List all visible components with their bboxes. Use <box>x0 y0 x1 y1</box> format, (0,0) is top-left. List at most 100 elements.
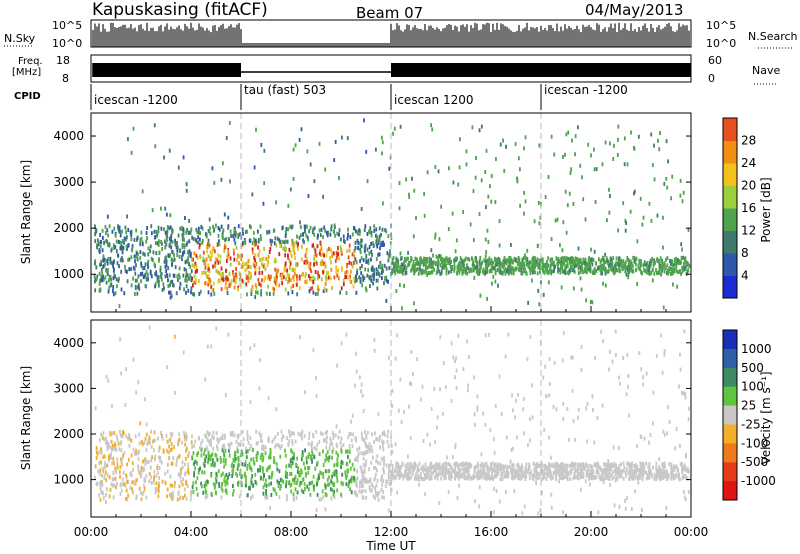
rti-cell <box>316 492 319 497</box>
rti-cell <box>351 264 354 269</box>
rti-cell <box>506 471 509 476</box>
cpid-label-2: icescan 1200 <box>394 93 473 107</box>
rti-cell <box>287 442 290 447</box>
rti-cell <box>281 272 284 277</box>
rti-cell <box>531 257 534 262</box>
rti-cell <box>508 256 511 261</box>
rti-cell <box>107 442 110 447</box>
rti-cell <box>121 250 124 255</box>
rti-cell <box>625 266 628 271</box>
rti-cell <box>391 449 394 454</box>
rti-cell <box>548 464 551 469</box>
rti-cell <box>167 284 170 289</box>
rti-cell <box>688 406 690 411</box>
rti-cell <box>120 457 122 462</box>
rti-cell <box>348 459 351 464</box>
rti-cell <box>688 264 691 269</box>
rti-cell <box>481 260 484 265</box>
rti-cell <box>483 271 485 276</box>
rti-cell <box>152 250 155 255</box>
rti-cell <box>683 463 686 468</box>
rti-cell <box>599 466 602 471</box>
rti-cell <box>168 226 171 231</box>
rti-cell <box>133 291 136 296</box>
rti-cell <box>489 260 492 265</box>
rti-cell <box>104 463 107 468</box>
rti-cell <box>114 233 117 238</box>
rti-cell <box>537 288 540 293</box>
rti-cell <box>157 494 160 499</box>
rti-cell <box>107 256 110 261</box>
rti-cell <box>356 447 359 452</box>
rti-cell <box>626 268 629 273</box>
rti-cell <box>615 353 617 358</box>
rti-cell <box>325 453 328 458</box>
rti-cell <box>381 227 384 232</box>
rti-cell <box>673 267 675 272</box>
rti-cell <box>178 266 181 271</box>
rti-cell <box>267 259 270 264</box>
rti-cell <box>479 293 482 298</box>
rti-cell <box>116 284 118 289</box>
rti-cell <box>135 254 138 259</box>
rti-cell <box>472 261 475 266</box>
rti-cell <box>214 257 217 262</box>
rti-cell <box>485 473 488 478</box>
rti-cell <box>441 472 444 477</box>
rti-cell <box>520 265 523 270</box>
rti-cell <box>186 250 189 255</box>
rti-cell <box>552 269 555 274</box>
rti-cell <box>246 292 248 297</box>
rti-cell <box>477 271 479 276</box>
rti-cell <box>212 264 214 269</box>
rti-cell <box>288 277 291 282</box>
rti-cell <box>260 292 262 297</box>
rti-cell <box>605 465 607 470</box>
rti-cell <box>262 477 265 482</box>
rti-cell <box>559 471 561 476</box>
rti-cell <box>388 468 391 473</box>
rti-cell <box>643 465 646 470</box>
rti-cell <box>104 275 107 280</box>
rti-cell <box>274 257 277 262</box>
rti-cell <box>296 469 299 474</box>
rti-cell <box>687 268 690 273</box>
rti-cell <box>94 232 97 237</box>
rti-cell <box>460 266 462 271</box>
rti-cell <box>107 378 110 383</box>
rti-cell <box>249 435 252 440</box>
rti-cell <box>321 489 324 494</box>
rti-cell <box>122 453 125 458</box>
rti-cell <box>144 284 147 289</box>
rti-cell <box>253 255 256 260</box>
rti-cell <box>639 196 642 201</box>
rti-cell <box>532 267 534 272</box>
rti-cell <box>214 249 216 254</box>
rti-cell <box>582 270 584 275</box>
rti-cell <box>607 268 610 273</box>
rti-cell <box>336 457 339 462</box>
rti-cell <box>272 459 275 464</box>
rti-cell <box>381 432 384 437</box>
rti-cell <box>345 290 348 295</box>
rti-cell <box>264 267 267 272</box>
rti-cell <box>600 271 602 276</box>
rti-cell <box>271 286 274 291</box>
rti-cell <box>168 236 171 241</box>
rti-cell <box>579 462 582 467</box>
rti-cell <box>515 435 518 440</box>
rti-cell <box>191 257 194 262</box>
rti-cell <box>467 388 469 393</box>
rti-cell <box>369 230 372 235</box>
rti-cell <box>259 464 261 469</box>
rti-cell <box>284 261 287 266</box>
rti-cell <box>197 279 200 284</box>
rti-cell <box>225 236 228 241</box>
rti-cell <box>621 260 624 265</box>
rti-cell <box>250 225 252 230</box>
rti-cell <box>145 495 148 500</box>
rti-cell <box>420 397 423 402</box>
rti-cell <box>633 146 636 151</box>
rti-cell <box>469 462 472 467</box>
rti-cell <box>178 249 181 254</box>
